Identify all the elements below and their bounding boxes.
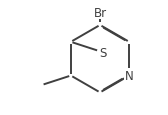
Text: Br: Br [93, 7, 107, 20]
Text: S: S [99, 46, 107, 59]
Text: N: N [125, 69, 134, 82]
